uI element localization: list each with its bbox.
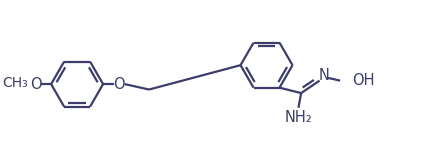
Text: NH₂: NH₂: [284, 110, 312, 125]
Text: O: O: [113, 77, 125, 92]
Text: OH: OH: [351, 73, 374, 88]
Text: O: O: [30, 77, 42, 92]
Text: N: N: [318, 68, 329, 83]
Text: CH₃: CH₃: [3, 76, 28, 90]
